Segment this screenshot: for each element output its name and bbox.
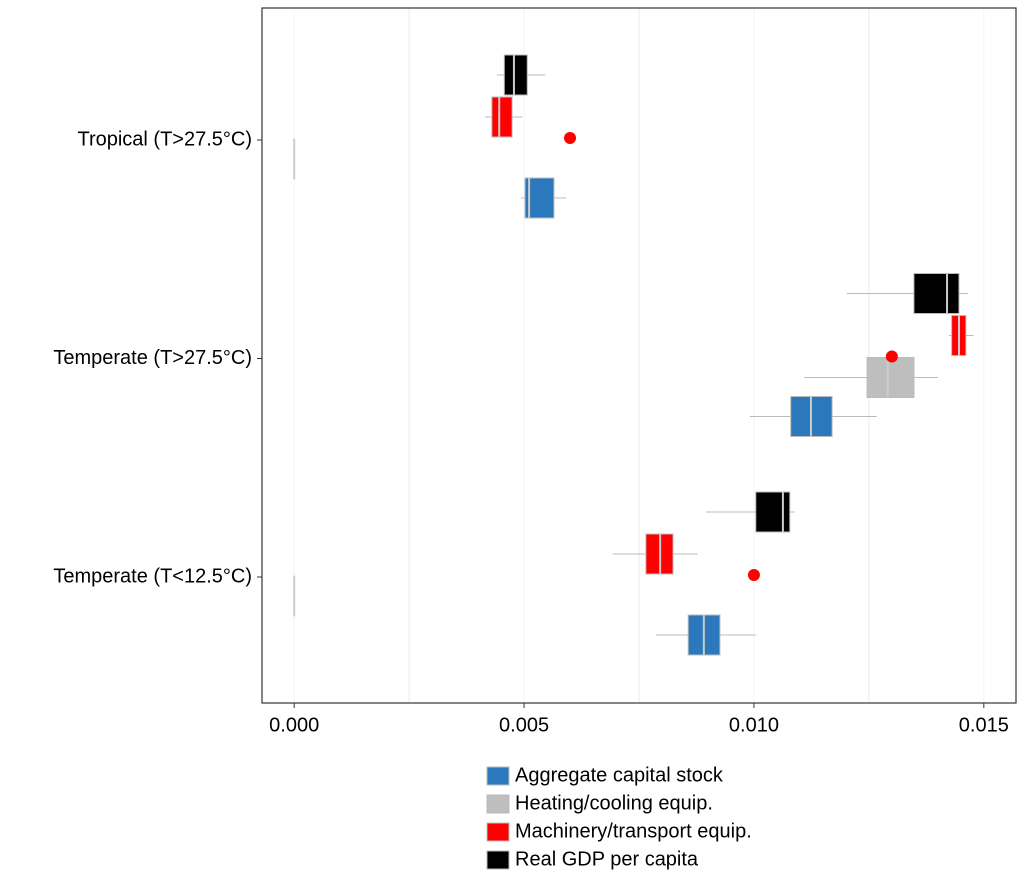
- box: [866, 357, 915, 398]
- plot-border: [261, 7, 1017, 704]
- y-tick-label: Tropical (T>27.5°C): [77, 128, 252, 150]
- box: [755, 491, 791, 533]
- x-tick-label: 0.010: [729, 714, 779, 736]
- grid: [293, 8, 985, 703]
- legend-swatch: [486, 822, 510, 842]
- legend-label: Heating/cooling equip.: [515, 792, 713, 814]
- legend-swatch: [486, 766, 510, 786]
- x-tick-label: 0.005: [499, 714, 549, 736]
- point: [747, 569, 760, 581]
- x-tick-label: 0.015: [959, 714, 1009, 736]
- legend-label: Real GDP per capita: [515, 848, 699, 870]
- y-tick-label: Temperate (T<12.5°C): [53, 565, 252, 587]
- y-tick-label: Temperate (T>27.5°C): [53, 347, 252, 369]
- marks: [293, 54, 974, 656]
- x-tick-label: 0.000: [269, 714, 319, 736]
- point: [885, 350, 898, 363]
- point: [564, 132, 577, 144]
- legend-label: Aggregate capital stock: [515, 764, 724, 786]
- legend-swatch: [486, 794, 510, 814]
- box: [913, 273, 960, 314]
- box: [503, 54, 528, 96]
- legend: Aggregate capital stock Heating/cooling e…: [486, 764, 752, 870]
- legend-swatch: [486, 850, 510, 870]
- legend-label: Machinery/transport equip.: [515, 820, 752, 842]
- box: [491, 96, 513, 138]
